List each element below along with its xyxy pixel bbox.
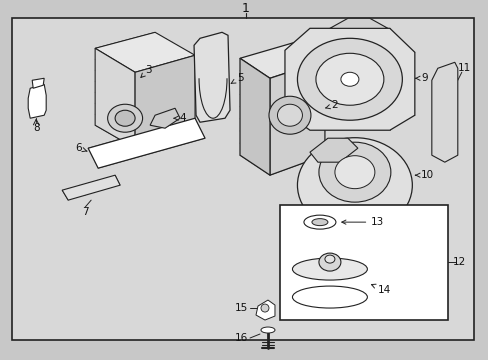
Text: 13: 13 [341, 217, 384, 227]
Ellipse shape [297, 38, 402, 120]
Bar [12, 18, 473, 340]
Text: 11: 11 [457, 63, 470, 73]
Ellipse shape [268, 96, 310, 134]
Ellipse shape [304, 215, 335, 229]
Polygon shape [28, 84, 46, 118]
Text: 3: 3 [141, 65, 151, 77]
Polygon shape [240, 58, 269, 175]
Text: 10: 10 [415, 170, 433, 180]
Ellipse shape [261, 327, 274, 333]
Text: 14: 14 [371, 284, 391, 295]
Ellipse shape [334, 156, 374, 189]
Polygon shape [309, 138, 357, 162]
Text: 8: 8 [33, 123, 40, 133]
Polygon shape [329, 18, 387, 28]
Polygon shape [135, 55, 195, 148]
Text: 9: 9 [415, 73, 427, 83]
Text: 6: 6 [75, 143, 87, 153]
Text: 12: 12 [452, 257, 466, 267]
Polygon shape [269, 60, 324, 175]
Ellipse shape [292, 286, 366, 308]
Polygon shape [240, 42, 324, 78]
Ellipse shape [297, 138, 411, 233]
Polygon shape [194, 32, 229, 122]
Ellipse shape [292, 258, 366, 280]
Polygon shape [255, 300, 274, 320]
Ellipse shape [318, 142, 390, 202]
Polygon shape [95, 48, 135, 148]
Polygon shape [32, 78, 44, 88]
Polygon shape [88, 118, 204, 168]
Ellipse shape [311, 219, 327, 226]
Ellipse shape [115, 110, 135, 126]
Text: 7: 7 [81, 207, 88, 217]
Circle shape [261, 304, 268, 312]
Polygon shape [95, 32, 195, 72]
Text: 4: 4 [174, 113, 186, 123]
Ellipse shape [107, 104, 142, 132]
Ellipse shape [324, 255, 334, 263]
Polygon shape [150, 108, 180, 128]
Polygon shape [431, 62, 457, 162]
Text: 5: 5 [231, 73, 243, 84]
Bar [280, 205, 447, 320]
Polygon shape [62, 175, 120, 200]
Text: 15: 15 [234, 303, 247, 313]
Ellipse shape [277, 104, 302, 126]
Polygon shape [285, 28, 414, 130]
Ellipse shape [315, 53, 383, 105]
Text: 2: 2 [325, 100, 338, 110]
Ellipse shape [340, 72, 358, 86]
Ellipse shape [318, 253, 340, 271]
Text: 1: 1 [242, 2, 249, 15]
Text: 16: 16 [234, 333, 247, 343]
